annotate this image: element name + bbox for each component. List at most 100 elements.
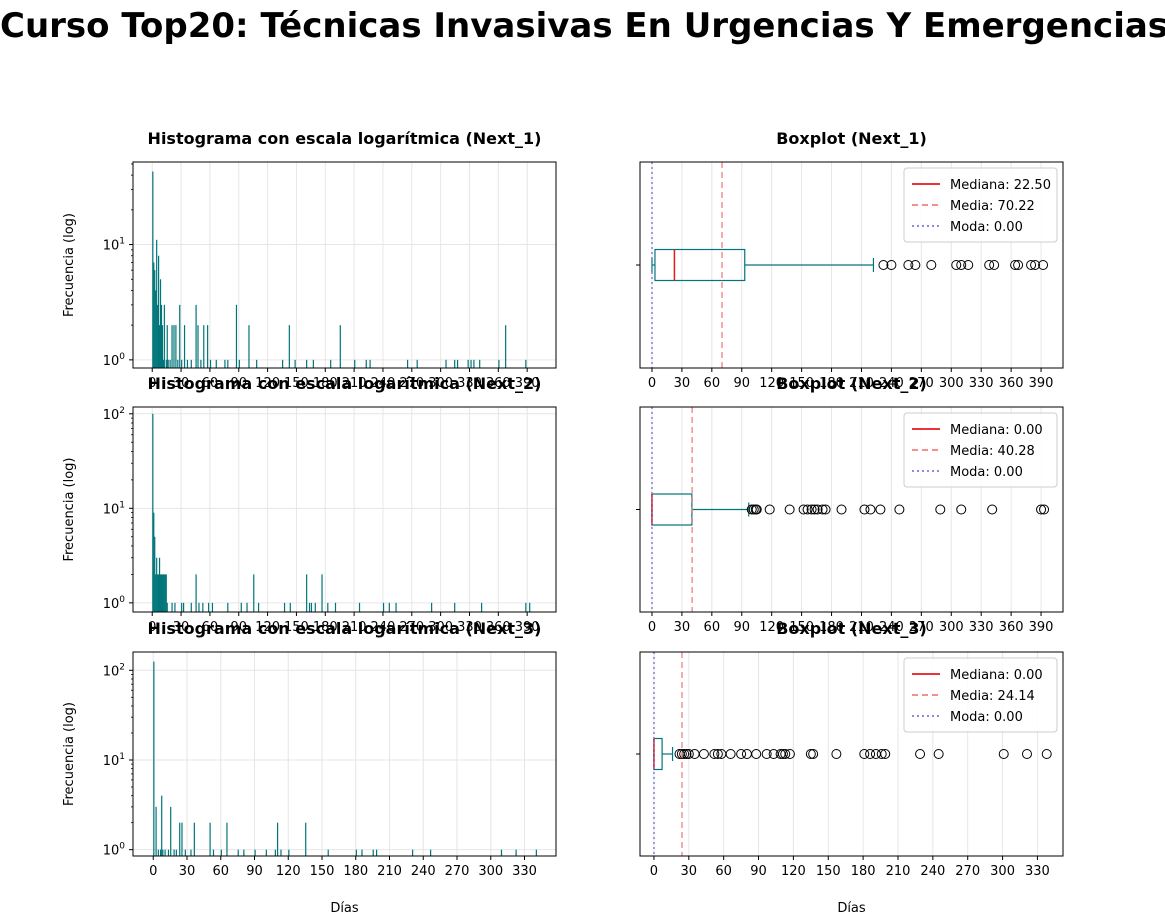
histogram-bar xyxy=(167,359,169,368)
histogram-bar xyxy=(406,359,409,368)
x-tick-label: 270 xyxy=(399,620,424,635)
outlier-point xyxy=(808,749,819,759)
outlier-point xyxy=(859,504,870,515)
histogram-bar xyxy=(159,574,162,612)
legend: Mediana: 0.00 Media: 40.28 Moda: 0.00 xyxy=(903,412,1058,488)
x-tick-label: 210 xyxy=(342,620,367,635)
histogram-bar xyxy=(500,849,503,856)
legend: Mediana: 0.00 Media: 24.14 Moda: 0.00 xyxy=(903,657,1058,733)
histogram-bar xyxy=(246,602,248,612)
histogram-bar xyxy=(467,359,469,368)
y-tick-label: 100 xyxy=(103,842,126,859)
x-tick-label: 180 xyxy=(343,864,368,879)
histogram-bar xyxy=(160,304,163,368)
histogram-bar xyxy=(156,239,158,368)
histogram-bar xyxy=(155,290,157,368)
outlier-point xyxy=(1010,260,1021,270)
histogram-bar xyxy=(177,359,179,368)
y-tick-label: 101 xyxy=(103,752,125,769)
histogram-bar xyxy=(175,849,177,856)
histogram-bar xyxy=(237,849,239,856)
histogram-bar xyxy=(372,849,374,856)
histogram-bar xyxy=(288,325,290,368)
histogram-bar xyxy=(153,661,155,856)
chart-panel-2: Mediana: 22.50 Media: 70.22 Moda: 0.00 0 30 6… xyxy=(636,129,1064,391)
histogram-bar xyxy=(200,359,202,368)
x-tick-label: 0 xyxy=(650,864,658,879)
legend: Mediana: 22.50 Media: 70.22 Moda: 0.00 xyxy=(903,167,1058,243)
histogram-bar xyxy=(162,849,164,856)
histogram-bar xyxy=(479,359,481,368)
y-axis-label: Frecuencia (log) xyxy=(62,457,77,561)
legend-median-label: Mediana: 0.00 xyxy=(950,423,1043,438)
outlier-point xyxy=(806,504,817,515)
histogram-bar xyxy=(306,359,308,368)
histogram-bar xyxy=(235,304,238,368)
histogram-bar xyxy=(226,822,228,856)
histogram-bar xyxy=(195,304,197,368)
histogram-bar xyxy=(412,849,414,856)
histogram-bar xyxy=(454,359,456,368)
x-tick-label: 150 xyxy=(284,376,309,391)
x-tick-label: 180 xyxy=(851,864,876,879)
histogram-bar xyxy=(211,602,214,612)
histogram-bar xyxy=(305,822,307,856)
histogram-bar xyxy=(454,602,456,612)
outlier-point xyxy=(709,749,720,759)
outlier-point xyxy=(989,260,1000,270)
outlier-point xyxy=(880,749,891,759)
histogram-bar xyxy=(525,602,527,612)
histogram-bar xyxy=(209,822,211,856)
x-tick-label: 90 xyxy=(230,376,247,391)
histogram-bar xyxy=(282,359,284,368)
y-tick-label: 102 xyxy=(103,662,125,679)
histogram-bar xyxy=(288,849,290,856)
legend-median-label: Mediana: 22.50 xyxy=(950,178,1051,193)
x-tick-label: 0 xyxy=(648,376,656,391)
histogram-bar xyxy=(312,359,314,368)
x-axis-label: Días xyxy=(330,901,359,916)
histogram-bar xyxy=(306,574,308,612)
histogram-bar xyxy=(161,574,164,612)
x-tick-label: 240 xyxy=(371,620,396,635)
x-tick-label: 150 xyxy=(816,864,841,879)
histogram-bar xyxy=(395,602,397,612)
x-tick-label: 30 xyxy=(674,376,691,391)
x-tick-label: 240 xyxy=(411,864,436,879)
histogram-bar xyxy=(321,574,323,612)
outlier-point xyxy=(741,749,752,759)
histogram-bar xyxy=(505,325,507,368)
outlier-point xyxy=(736,749,747,759)
x-tick-label: 270 xyxy=(909,620,934,635)
legend-mode-label: Moda: 0.00 xyxy=(950,465,1023,480)
outlier-point xyxy=(798,504,809,515)
histogram-bar xyxy=(171,602,173,612)
x-tick-label: 150 xyxy=(284,620,309,635)
histogram-bar xyxy=(355,849,357,856)
histogram-bar xyxy=(181,822,183,856)
histogram-bar xyxy=(207,602,210,612)
chart-panel-1: 100 101 Frecuencia (log) 0 30 60 90 120 150 180 21… xyxy=(62,129,557,391)
histogram-bar xyxy=(220,849,222,856)
x-tick-label: 60 xyxy=(715,864,732,879)
outlier-point xyxy=(886,260,897,270)
x-tick-label: 330 xyxy=(1025,864,1050,879)
panel-title: Boxplot (Next_3) xyxy=(776,619,927,638)
x-tick-label: 120 xyxy=(255,620,280,635)
histogram-bar xyxy=(181,602,183,612)
histogram-bar xyxy=(256,359,258,368)
x-tick-label: 60 xyxy=(704,376,721,391)
histogram-bar xyxy=(190,602,192,612)
legend-median-label: Mediana: 0.00 xyxy=(950,668,1043,683)
histogram-bar xyxy=(215,359,217,368)
histogram-bar xyxy=(212,849,215,856)
x-tick-label: 60 xyxy=(704,620,721,635)
histogram-bar xyxy=(197,325,199,368)
x-tick-label: 300 xyxy=(990,864,1015,879)
histogram-bar xyxy=(155,806,157,856)
histogram-bar xyxy=(163,574,165,612)
x-tick-label: 90 xyxy=(230,620,247,635)
x-tick-label: 330 xyxy=(969,620,994,635)
outlier-point xyxy=(1036,504,1047,515)
x-tick-label: 180 xyxy=(819,376,844,391)
